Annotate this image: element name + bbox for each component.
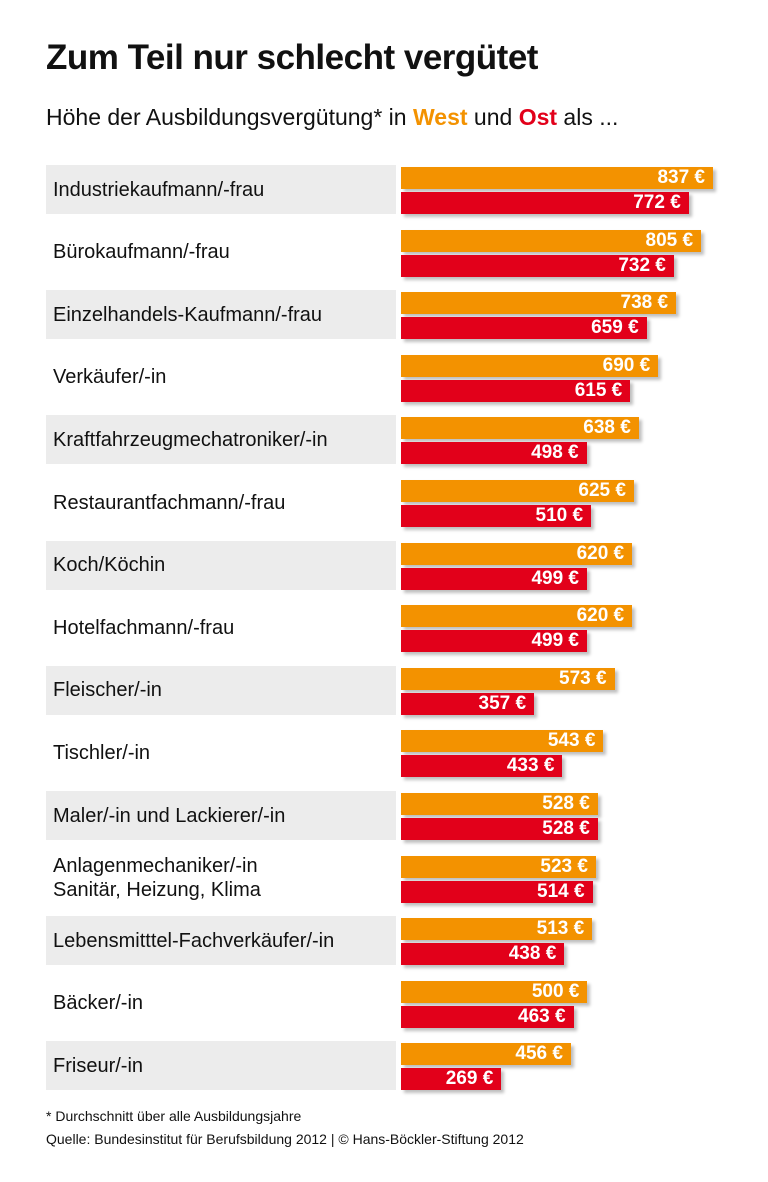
- bar-ost: 357 €: [401, 692, 535, 715]
- subtitle-mid: und: [467, 104, 519, 130]
- category-label: Einzelhandels-Kaufmann/-frau: [46, 290, 396, 340]
- bar-ost: 510 €: [401, 505, 592, 527]
- bar-west: 573 €: [401, 667, 615, 690]
- category-label: Kraftfahrzeugmechatroniker/-in: [46, 415, 396, 465]
- bar-west: 528 €: [401, 793, 598, 815]
- bar-west: 543 €: [401, 730, 604, 753]
- category-label: Bäcker/-in: [53, 992, 144, 1015]
- category-label: Lebensmitttel-Fachverkäufer/-in: [46, 916, 396, 966]
- category-label: Hotelfachmann/-frau: [53, 616, 235, 639]
- category-label: Bürokaufmann/-frau: [53, 241, 230, 264]
- bar-ost: 772 €: [401, 192, 689, 214]
- bar-ost: 433 €: [401, 755, 563, 778]
- bar-west: 837 €: [401, 167, 713, 189]
- legend-ost: Ost: [518, 104, 558, 130]
- category-label: Industriekaufmann/-frau: [46, 165, 396, 214]
- category-label: Koch/Köchin: [46, 540, 396, 590]
- category-label: Tischler/-in: [53, 741, 151, 764]
- category-label: Maler/-in und Lackierer/-in: [46, 791, 396, 840]
- bar-ost: 498 €: [401, 442, 587, 465]
- footnote: * Durchschnitt über alle Ausbildungsjahr…: [46, 1108, 302, 1124]
- bar-west: 625 €: [401, 480, 634, 502]
- bar-ost: 514 €: [401, 880, 593, 903]
- bar-west: 456 €: [401, 1043, 571, 1066]
- bar-west: 620 €: [401, 605, 633, 628]
- bar-ost: 528 €: [401, 818, 598, 840]
- source: Quelle: Bundesinstitut für Berufsbildung…: [46, 1131, 524, 1147]
- bar-west: 805 €: [401, 229, 702, 252]
- category-label: Restaurantfachmann/-frau: [53, 491, 286, 514]
- bar-ost: 615 €: [401, 379, 631, 402]
- chart-title: Zum Teil nur schlecht vergütet: [46, 38, 538, 77]
- subtitle-prefix: Höhe der Ausbildungsvergütung* in: [46, 104, 413, 130]
- bar-west: 738 €: [401, 292, 677, 315]
- bar-ost: 499 €: [401, 567, 587, 590]
- legend-west: West: [412, 104, 468, 130]
- bar-west: 690 €: [401, 354, 659, 377]
- category-label: Anlagenmechaniker/-in Sanitär, Heizung, …: [53, 855, 261, 902]
- bar-west: 638 €: [401, 417, 639, 440]
- bar-ost: 732 €: [401, 254, 674, 277]
- category-label: Friseur/-in: [46, 1041, 396, 1091]
- bar-west: 500 €: [401, 980, 588, 1003]
- bar-ost: 659 €: [401, 317, 647, 340]
- chart-subtitle: Höhe der Ausbildungsvergütung* in West u…: [46, 104, 618, 131]
- category-label: Verkäufer/-in: [53, 366, 167, 389]
- bar-west: 620 €: [401, 542, 633, 565]
- bar-west: 523 €: [401, 855, 596, 878]
- bar-ost: 463 €: [401, 1005, 574, 1028]
- subtitle-suffix: als ...: [557, 104, 619, 130]
- bar-ost: 438 €: [401, 943, 565, 966]
- bar-west: 513 €: [401, 918, 593, 941]
- bar-ost: 269 €: [401, 1068, 502, 1091]
- bar-ost: 499 €: [401, 630, 587, 653]
- category-label: Fleischer/-in: [46, 665, 396, 715]
